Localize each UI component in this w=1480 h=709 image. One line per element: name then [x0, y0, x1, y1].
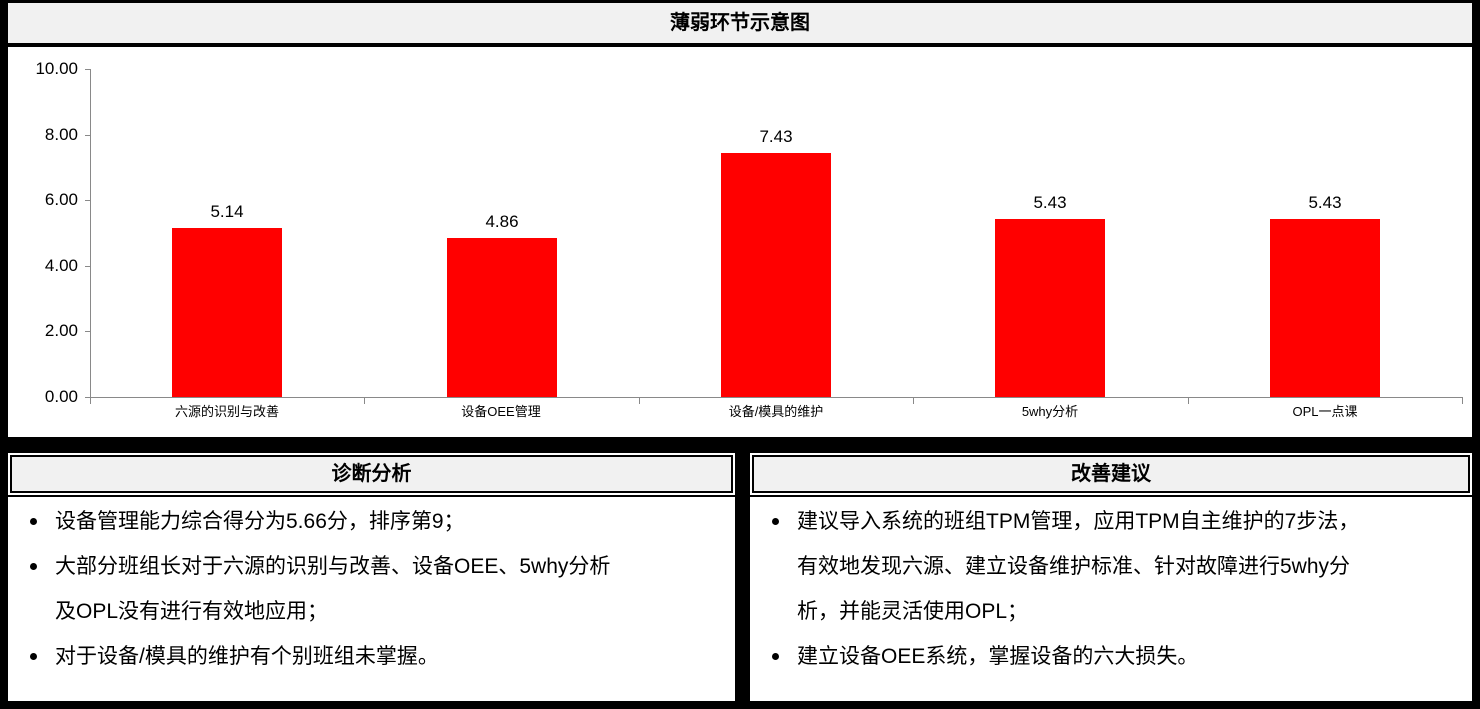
page-title-bar: 薄弱环节示意图	[8, 3, 1472, 43]
diagnosis-bullet-list: 设备管理能力综合得分为5.66分，排序第9； 大部分班组长对于六源的识别与改善、设…	[8, 497, 735, 679]
suggestions-panel: 改善建议 建议导入系统的班组TPM管理，应用TPM自主维护的7步法， 有效地发现六…	[750, 453, 1472, 701]
bar-chart: 0.00 2.00 4.00 6.00 8.00 10.00 5.14 4.86 7.43 5.…	[8, 47, 1472, 437]
bullet-text: 设备管理能力综合得分为5.66分，排序第9；	[55, 499, 465, 544]
y-axis-line	[90, 69, 91, 398]
diagnosis-body: 设备管理能力综合得分为5.66分，排序第9； 大部分班组长对于六源的识别与改善、设…	[8, 497, 735, 701]
bullet-dot	[30, 653, 37, 660]
x-axis-tick	[90, 397, 91, 404]
bullet-dot	[30, 563, 37, 570]
y-axis-label: 0.00	[44, 387, 78, 406]
bullet-item: 设备管理能力综合得分为5.66分，排序第9；	[8, 499, 727, 544]
bullet-line: 设备管理能力综合得分为5.66分，排序第9；	[55, 510, 465, 533]
bar	[1270, 218, 1380, 397]
y-axis-label: 6.00	[44, 190, 78, 210]
y-axis-tick	[85, 200, 90, 202]
y-axis-label: 4.00	[44, 255, 78, 275]
bullet-line: 建议导入系统的班组TPM管理，应用TPM自主维护的7步法，	[797, 510, 1360, 533]
suggestions-bullet-list: 建议导入系统的班组TPM管理，应用TPM自主维护的7步法， 有效地发现六源、建立设…	[750, 497, 1472, 679]
y-axis-label: 8.00	[44, 124, 78, 144]
bullet-line: 析，并能灵活使用OPL；	[797, 600, 1029, 623]
bar-value-label: 5.14	[210, 202, 244, 222]
category-label: 设备OEE管理	[461, 404, 541, 419]
bullet-text: 建议导入系统的班组TPM管理，应用TPM自主维护的7步法， 有效地发现六源、建立设…	[797, 499, 1359, 634]
bar-value-label: 4.86	[485, 211, 519, 231]
bullet-text: 大部分班组长对于六源的识别与改善、设备OEE、5why分析 及OPL没有进行有效地…	[55, 544, 610, 634]
y-axis-tick	[85, 69, 90, 70]
page-title: 薄弱环节示意图	[670, 12, 810, 34]
x-axis-tick	[913, 397, 914, 404]
x-axis-tick	[364, 397, 365, 404]
bullet-dot	[772, 653, 779, 660]
bullet-dot	[30, 518, 37, 525]
bar-value-label: 5.43	[1033, 192, 1067, 212]
x-axis-tick	[1462, 397, 1463, 404]
bullet-item: 建立设备OEE系统，掌握设备的六大损失。	[750, 634, 1464, 679]
bullet-line: 及OPL没有进行有效地应用；	[55, 600, 329, 623]
bullet-item: 大部分班组长对于六源的识别与改善、设备OEE、5why分析 及OPL没有进行有效地…	[8, 544, 727, 634]
category-label: 设备/模具的维护	[728, 404, 824, 419]
bullet-dot	[772, 518, 779, 525]
y-axis-label: 2.00	[44, 321, 78, 341]
y-axis-tick	[85, 134, 90, 136]
y-axis-tick	[85, 331, 90, 333]
bullet-line: 对于设备/模具的维护有个别班组未掌握。	[55, 645, 439, 668]
suggestions-body: 建议导入系统的班组TPM管理，应用TPM自主维护的7步法， 有效地发现六源、建立设…	[750, 497, 1472, 701]
bullet-line: 建立设备OEE系统，掌握设备的六大损失。	[797, 645, 1199, 668]
category-label: 六源的识别与改善	[174, 404, 279, 419]
y-axis-tick	[85, 265, 90, 267]
bar	[721, 153, 831, 397]
y-axis-label: 10.00	[35, 59, 78, 78]
diagnosis-header: 诊断分析	[8, 453, 735, 495]
bullet-text: 对于设备/模具的维护有个别班组未掌握。	[55, 634, 439, 679]
x-axis-line	[90, 397, 1463, 398]
suggestions-header: 改善建议	[750, 453, 1472, 495]
x-axis-tick	[639, 397, 640, 404]
x-axis-tick	[1188, 397, 1189, 404]
bullet-text: 建立设备OEE系统，掌握设备的六大损失。	[797, 634, 1198, 679]
category-label: 5why分析	[1021, 404, 1079, 419]
bar-value-label: 7.43	[759, 127, 793, 147]
diagnosis-header-title: 诊断分析	[331, 463, 412, 485]
bullet-line: 有效地发现六源、建立设备维护标准、针对故障进行5why分	[797, 555, 1351, 578]
bullet-item: 建议导入系统的班组TPM管理，应用TPM自主维护的7步法， 有效地发现六源、建立设…	[750, 499, 1464, 634]
bar	[447, 237, 557, 397]
bullet-item: 对于设备/模具的维护有个别班组未掌握。	[8, 634, 727, 679]
y-axis-tick	[85, 397, 90, 398]
bar	[995, 218, 1105, 397]
bullet-line: 大部分班组长对于六源的识别与改善、设备OEE、5why分析	[55, 555, 611, 578]
bar	[172, 228, 282, 397]
diagnosis-panel: 诊断分析 设备管理能力综合得分为5.66分，排序第9； 大部分班组长对于六源的识别…	[8, 453, 735, 701]
suggestions-header-title: 改善建议	[1071, 463, 1151, 485]
bar-value-label: 5.43	[1308, 192, 1342, 212]
category-label: OPL一点课	[1292, 404, 1358, 419]
